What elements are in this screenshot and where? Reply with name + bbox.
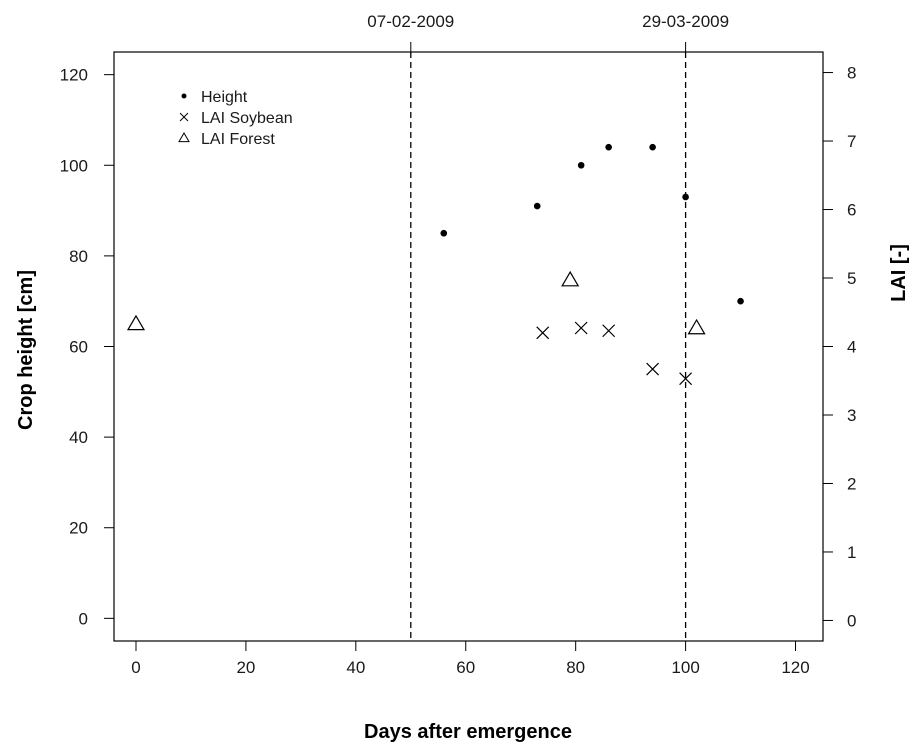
point-height — [577, 161, 585, 169]
x-tick-label: 60 — [456, 658, 475, 677]
y2-tick-label: 5 — [847, 269, 856, 288]
y2-tick-label: 2 — [847, 474, 856, 493]
legend-label: LAI Forest — [201, 131, 275, 148]
x-axis-title: Days after emergence — [364, 721, 572, 743]
y-tick-label: 0 — [79, 609, 88, 628]
y-tick-label: 80 — [69, 247, 88, 266]
point-height — [649, 143, 656, 151]
legend-item-lai-soybean: LAI Soybean — [179, 110, 293, 127]
point-lai-soybean — [536, 326, 550, 340]
x-tick-label: 0 — [131, 658, 140, 677]
legend-label: Height — [201, 89, 248, 106]
point-lai-soybean — [574, 321, 588, 335]
point-height — [533, 202, 541, 210]
y2-tick-label: 6 — [847, 201, 856, 220]
y2-tick-label: 1 — [847, 543, 856, 562]
x-tick-label: 80 — [566, 658, 585, 677]
cross-stroke — [646, 362, 660, 376]
cross-stroke — [602, 324, 616, 338]
legend-marker — [178, 132, 190, 143]
point-lai-soybean — [679, 372, 693, 386]
point-lai-soybean — [602, 324, 616, 338]
x-tick-label: 40 — [346, 658, 365, 677]
y2-tick-label: 7 — [847, 132, 856, 151]
y-axis-title: Crop height [cm] — [15, 270, 37, 430]
point-lai-soybean — [646, 362, 660, 376]
y-tick-label: 60 — [69, 338, 88, 357]
y-tick-label: 20 — [69, 519, 88, 538]
data-points — [126, 143, 744, 386]
point-height — [605, 143, 612, 151]
point-height — [737, 297, 744, 305]
cross-stroke — [536, 326, 550, 340]
legend-label: LAI Soybean — [201, 110, 293, 127]
y-tick-label: 120 — [60, 66, 88, 85]
y-axis-right: 0 1 2 3 4 5 6 7 8 — [823, 64, 856, 630]
y2-tick-label: 4 — [847, 338, 856, 357]
point-lai-forest — [561, 270, 580, 287]
x-tick-label: 20 — [236, 658, 255, 677]
y2-tick-label: 3 — [847, 406, 856, 425]
reference-lines: 07-02-2009 29-03-2009 — [367, 12, 729, 641]
x-tick-label: 120 — [781, 658, 809, 677]
x-axis: 0 20 40 60 80 100 120 — [131, 641, 810, 677]
point-height — [682, 193, 689, 201]
y2-axis-title: LAI [-] — [888, 244, 910, 302]
y2-tick-label: 0 — [847, 611, 856, 630]
y2-tick-label: 8 — [847, 64, 856, 83]
y-tick-label: 100 — [60, 156, 88, 175]
point-height — [440, 229, 448, 237]
legend-item-lai-forest: LAI Forest — [178, 131, 275, 148]
legend-marker — [181, 93, 187, 99]
cross-stroke — [679, 372, 693, 386]
point-lai-forest — [687, 318, 706, 335]
reference-line-label: 29-03-2009 — [642, 12, 729, 31]
point-lai-forest — [126, 314, 146, 331]
cross-stroke — [574, 321, 588, 335]
legend: Height LAI Soybean LAI Forest — [178, 89, 293, 148]
legend-marker — [179, 112, 189, 122]
y-tick-label: 40 — [69, 428, 88, 447]
y-axis-left: 0 20 40 60 80 100 120 — [60, 66, 114, 628]
x-tick-label: 100 — [671, 658, 699, 677]
legend-item-height: Height — [181, 89, 248, 106]
reference-line-label: 07-02-2009 — [367, 12, 454, 31]
